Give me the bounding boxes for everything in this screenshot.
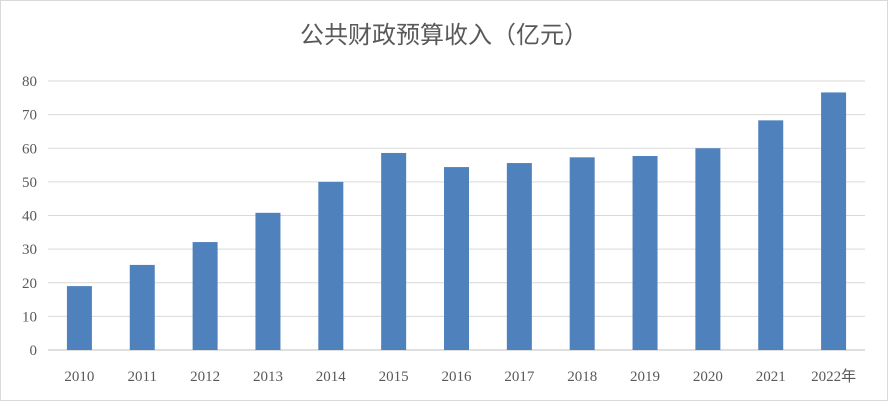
y-tick-label: 0 [30,343,38,359]
x-tick-label: 2022年 [811,368,856,385]
bar [66,286,92,350]
bar [444,167,469,350]
x-tick-label: 2015 [379,369,409,385]
bar [632,155,658,350]
y-axis-ticks: 0 10 20 30 40 50 60 70 80 [22,74,37,359]
bar [192,242,218,350]
y-tick-label: 10 [22,309,37,325]
y-tick-label: 50 [22,175,37,191]
x-tick-label: 2011 [128,369,157,385]
y-tick-label: 30 [22,242,37,258]
y-tick-label: 70 [22,108,37,124]
y-tick-label: 60 [22,141,37,157]
bar [318,181,344,350]
bar [695,148,721,350]
x-tick-label: 2017 [504,369,535,385]
x-tick-label: 2010 [64,369,94,385]
bar [255,212,281,350]
y-tick-label: 20 [22,276,37,292]
x-tick-label: 2021 [756,369,786,385]
y-tick-label: 80 [22,74,37,90]
chart-title: 公共财政预算收入（亿元） [300,21,588,49]
bar [506,163,532,350]
x-tick-label: 2016 [442,369,473,385]
bar [381,152,407,350]
x-tick-label: 2019 [630,369,660,385]
x-tick-label: 2014 [316,369,347,385]
x-axis-ticks: 2010 2011 2012 2013 2014 2015 2016 2017 2018 2019… [64,368,856,385]
x-tick-label: 2020 [693,369,723,385]
bar [129,264,155,350]
bar [569,157,595,350]
x-tick-label: 2012 [190,369,220,385]
bars [66,92,847,351]
bar [821,92,847,351]
bar [758,120,784,350]
y-tick-label: 40 [22,209,37,225]
x-tick-label: 2018 [567,369,597,385]
x-tick-label: 2013 [253,369,283,385]
